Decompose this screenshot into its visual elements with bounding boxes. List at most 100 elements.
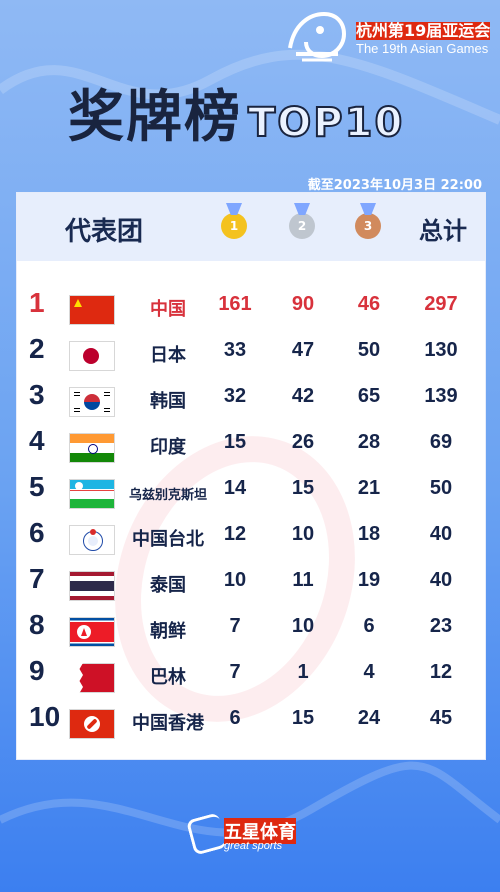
total-header: 总计 <box>419 217 467 245</box>
japan-flag-icon <box>69 341 115 371</box>
silver-count: 26 <box>291 431 315 453</box>
gold-count: 32 <box>223 385 247 407</box>
country-name: 泰国 <box>150 575 186 596</box>
bronze-count: 19 <box>357 569 381 591</box>
table-row: 8 朝鲜 7 10 6 23 <box>17 609 485 655</box>
silver-count: 15 <box>291 477 315 499</box>
uzbekistan-flag-icon <box>69 479 115 509</box>
silver-count: 42 <box>291 385 315 407</box>
bronze-count: 50 <box>357 339 381 361</box>
table-row: 10 中国香港 6 15 24 45 <box>17 701 485 747</box>
brand-name-en: great sports <box>224 840 283 852</box>
country-name: 朝鲜 <box>150 621 186 642</box>
korea-flag-icon <box>69 387 115 417</box>
rank: 8 <box>29 609 45 640</box>
chinese-taipei-flag-icon <box>69 525 115 555</box>
thailand-flag-icon <box>69 571 115 601</box>
china-flag-icon <box>69 295 115 325</box>
country-name: 韩国 <box>150 391 186 412</box>
total-count: 40 <box>429 523 453 545</box>
table-row: 6 中国台北 12 10 18 40 <box>17 517 485 563</box>
gold-count: 6 <box>229 707 241 729</box>
bronze-count: 28 <box>357 431 381 453</box>
gold-count: 7 <box>229 615 241 637</box>
silver-count: 11 <box>292 569 314 591</box>
rank: 10 <box>29 701 61 732</box>
gold-count: 33 <box>223 339 247 361</box>
rank: 7 <box>29 563 45 594</box>
total-count: 40 <box>429 569 453 591</box>
gold-count: 7 <box>229 661 241 683</box>
brand-mark-icon <box>185 812 228 856</box>
total-count: 139 <box>424 385 458 407</box>
country-name: 巴林 <box>150 667 186 688</box>
table-header: 代表团 1 2 3 总计 <box>17 193 485 261</box>
bronze-count: 21 <box>357 477 381 499</box>
silver-count: 1 <box>297 661 309 683</box>
asian-games-logo <box>288 11 347 62</box>
silver-count: 15 <box>291 707 315 729</box>
table-row: 4 印度 15 26 28 69 <box>17 425 485 471</box>
rank: 4 <box>29 425 45 456</box>
total-count: 297 <box>424 293 458 315</box>
rank: 1 <box>29 287 45 318</box>
event-name-en: The 19th Asian Games <box>356 41 489 56</box>
page-title-suffix: TOP10 <box>247 99 405 147</box>
country-name: 中国 <box>150 299 186 320</box>
gold-count: 161 <box>218 293 252 315</box>
total-count: 45 <box>429 707 453 729</box>
silver-count: 10 <box>291 523 315 545</box>
gold-count: 14 <box>223 477 247 499</box>
brand-name-cn: 五星体育 <box>224 818 296 844</box>
bronze-medal-icon: 3 <box>355 203 381 239</box>
rank: 2 <box>29 333 45 364</box>
gold-medal-number: 1 <box>229 219 239 233</box>
table-row: 1 中国 161 90 46 297 <box>17 287 485 333</box>
total-count: 130 <box>424 339 458 361</box>
bronze-count: 4 <box>363 661 375 683</box>
rank: 6 <box>29 517 45 548</box>
bronze-count: 18 <box>357 523 381 545</box>
gold-medal-icon: 1 <box>221 203 247 239</box>
bronze-medal-number: 3 <box>363 219 373 233</box>
page-title-main: 奖牌榜 <box>68 85 242 150</box>
rank: 3 <box>29 379 45 410</box>
bronze-count: 65 <box>357 385 381 407</box>
bahrain-flag-icon <box>69 663 115 693</box>
bronze-count: 24 <box>357 707 381 729</box>
silver-count: 47 <box>291 339 315 361</box>
silver-count: 10 <box>291 615 315 637</box>
table-row: 9 巴林 7 1 4 12 <box>17 655 485 701</box>
rank: 5 <box>29 471 45 502</box>
rank: 9 <box>29 655 45 686</box>
total-count: 50 <box>429 477 453 499</box>
table-row: 5 乌兹别克斯坦 14 15 21 50 <box>17 471 485 517</box>
country-name: 中国台北 <box>132 529 204 550</box>
event-name-cn: 杭州第19届亚运会 <box>356 21 491 40</box>
total-count: 23 <box>429 615 453 637</box>
country-name: 印度 <box>150 437 186 458</box>
silver-medal-number: 2 <box>297 219 307 233</box>
total-count: 69 <box>429 431 453 453</box>
delegation-header: 代表团 <box>65 217 144 247</box>
table-row: 2 日本 33 47 50 130 <box>17 333 485 379</box>
silver-count: 90 <box>291 293 315 315</box>
hong-kong-flag-icon <box>69 709 115 739</box>
country-name: 中国香港 <box>132 713 204 734</box>
footer-brand: 五星体育 great sports <box>185 812 310 860</box>
gold-count: 15 <box>223 431 247 453</box>
gold-count: 10 <box>223 569 247 591</box>
north-korea-flag-icon <box>69 617 115 647</box>
medal-table: 代表团 1 2 3 总计 1 中国 161 90 46 297 2 日本 33 … <box>16 192 486 760</box>
bronze-count: 46 <box>357 293 381 315</box>
table-row: 7 泰国 10 11 19 40 <box>17 563 485 609</box>
event-title: 杭州第19届亚运会 The 19th Asian Games <box>356 21 491 58</box>
country-name: 乌兹别克斯坦 <box>128 488 207 503</box>
gold-count: 12 <box>223 523 247 545</box>
page-title: 奖牌榜 TOP10 <box>68 72 404 153</box>
update-date: 截至2023年10月3日 22:00 <box>307 178 482 193</box>
india-flag-icon <box>69 433 115 463</box>
table-row: 3 韩国 32 42 65 139 <box>17 379 485 425</box>
silver-medal-icon: 2 <box>289 203 315 239</box>
